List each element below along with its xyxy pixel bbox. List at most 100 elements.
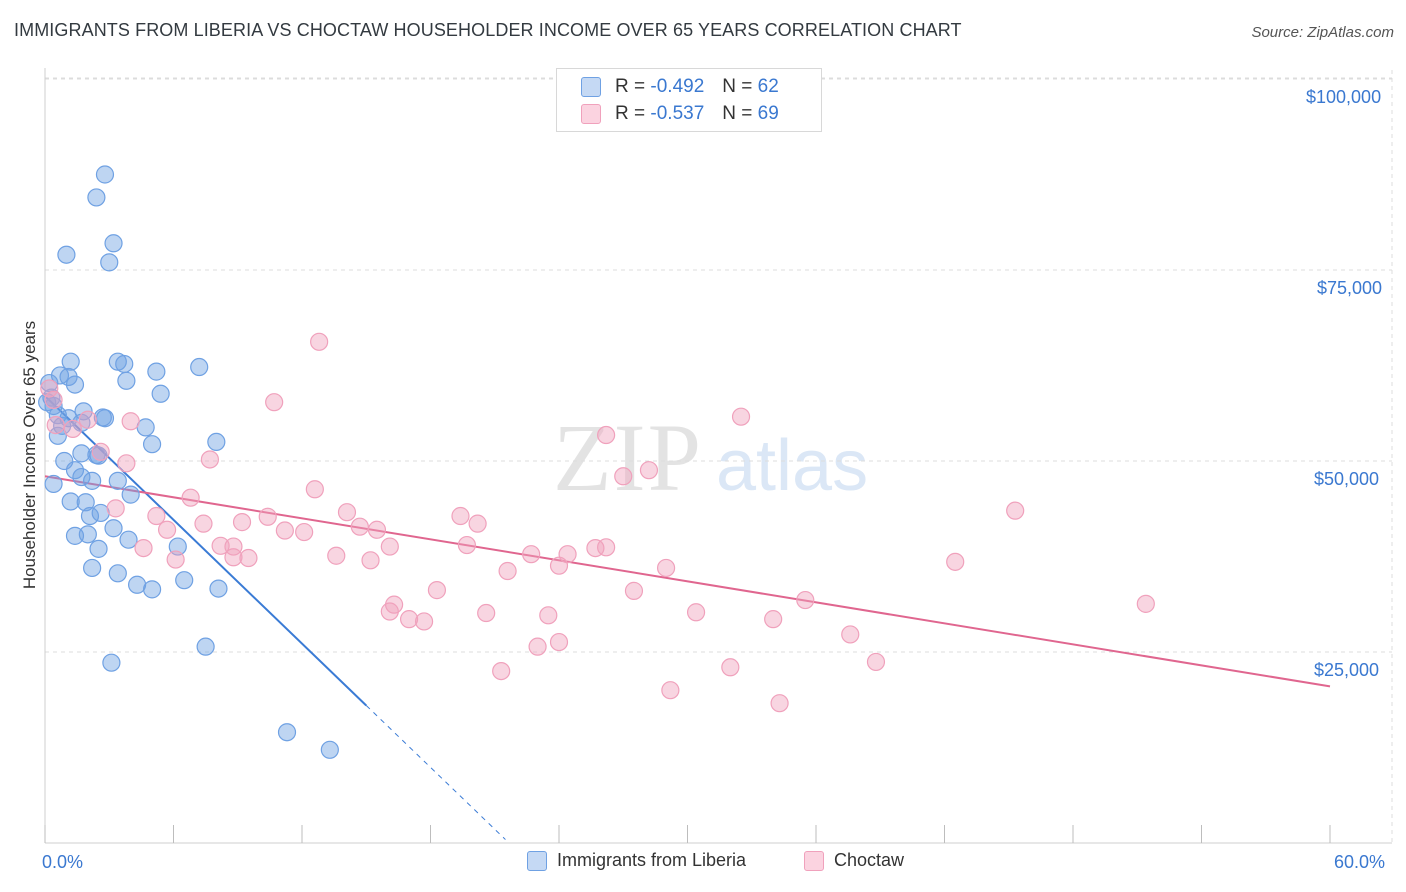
stats-legend: R = -0.492 N = 62 R = -0.537 N = 69 [556, 68, 822, 132]
choctaw-point-44 [166, 550, 185, 569]
choctaw-point-23 [232, 513, 252, 532]
liberia-point-47 [119, 530, 138, 549]
source-label: Source: ZipAtlas.com [1251, 24, 1394, 41]
choctaw-point-61 [841, 625, 860, 644]
liberia-point-4 [100, 253, 119, 272]
choctaw-point-11 [200, 450, 220, 469]
liberia-trend-extension [365, 705, 506, 840]
y-tick-label-75000: $75,000 [1317, 278, 1383, 298]
watermark-atlas: atlas [716, 426, 868, 506]
choctaw-point-0 [310, 332, 329, 351]
liberia-point-51 [108, 564, 127, 583]
choctaw-point-50 [624, 581, 644, 600]
choctaw-legend-swatch [804, 850, 824, 871]
bottom-legend-liberia: Immigrants from Liberia [527, 850, 746, 871]
choctaw-point-10 [91, 442, 110, 461]
liberia-point-30 [72, 444, 91, 463]
choctaw-point-56 [686, 603, 706, 622]
choctaw-point-12 [117, 454, 136, 473]
choctaw-point-34 [380, 537, 399, 556]
choctaw-point-67 [661, 681, 680, 700]
choctaw-point-2 [44, 390, 63, 409]
liberia-point-36 [108, 471, 127, 490]
choctaw-point-55 [477, 603, 496, 623]
liberia-point-40 [61, 492, 80, 511]
liberia-point-2 [104, 234, 123, 253]
liberia-point-53 [127, 575, 147, 594]
choctaw-point-32 [457, 535, 477, 555]
choctaw-point-40 [327, 546, 346, 565]
liberia-point-7 [115, 354, 134, 374]
liberia-point-28 [207, 432, 226, 451]
watermark-zip: ZIP [553, 404, 703, 511]
grid-lines [45, 70, 1393, 843]
choctaw-point-14 [614, 467, 633, 486]
choctaw-point-16 [181, 488, 200, 507]
choctaw-point-18 [1006, 501, 1025, 520]
choctaw-point-25 [468, 514, 487, 533]
liberia-point-18 [44, 396, 63, 416]
choctaw-point-3 [265, 393, 284, 412]
choctaw-point-64 [866, 652, 886, 672]
liberia-point-34 [65, 461, 85, 480]
liberia-r-value: -0.492 [650, 76, 705, 97]
liberia-point-57 [102, 653, 121, 672]
liberia-swatch [581, 77, 601, 97]
choctaw-point-46 [946, 552, 965, 571]
choctaw-point-17 [106, 499, 125, 518]
choctaw-r-value: -0.537 [650, 103, 705, 124]
choctaw-point-66 [492, 661, 511, 681]
liberia-point-42 [80, 506, 100, 526]
choctaw-point-28 [367, 520, 387, 539]
choctaw-point-65 [721, 658, 740, 677]
liberia-point-54 [142, 580, 162, 599]
choctaw-point-13 [639, 461, 659, 480]
watermark: ZIP atlas [553, 404, 868, 511]
liberia-legend-swatch [527, 850, 547, 871]
liberia-point-12 [117, 371, 136, 390]
legend-row-choctaw: R = -0.537 N = 69 [581, 101, 779, 127]
choctaw-point-21 [451, 506, 470, 526]
choctaw-point-57 [539, 606, 558, 625]
n-label: N = [722, 103, 753, 124]
chart-title: IMMIGRANTS FROM LIBERIA VS CHOCTAW HOUSE… [14, 20, 962, 40]
liberia-point-14 [65, 375, 85, 394]
liberia-point-35 [72, 467, 91, 487]
choctaw-point-9 [597, 425, 616, 445]
choctaw-point-63 [528, 637, 547, 656]
choctaw-point-6 [121, 412, 140, 431]
choctaw-point-30 [157, 520, 177, 539]
choctaw-point-52 [1136, 594, 1155, 613]
choctaw-point-26 [350, 517, 369, 536]
choctaw-swatch [581, 104, 601, 124]
liberia-point-1 [87, 188, 106, 207]
bottom-legend-choctaw: Choctaw [804, 850, 904, 871]
liberia-point-37 [83, 471, 102, 490]
choctaw-point-24 [194, 514, 213, 533]
y-tick-label-25000: $25,000 [1314, 660, 1380, 680]
axes [44, 68, 1392, 844]
choctaw-trend-line [44, 475, 1331, 688]
x-tick-label-min: 0.0% [42, 852, 84, 872]
choctaw-point-7 [46, 415, 65, 435]
liberia-point-11 [59, 367, 78, 387]
choctaw-point-4 [731, 407, 751, 426]
liberia-point-58 [277, 723, 297, 742]
series-choctaw-points [40, 332, 1155, 713]
choctaw-point-43 [361, 551, 380, 570]
liberia-point-38 [44, 474, 63, 494]
liberia-point-19 [74, 402, 93, 421]
choctaw-point-58 [764, 610, 783, 629]
choctaw-point-1 [40, 379, 59, 398]
liberia-point-55 [209, 579, 228, 598]
liberia-point-44 [104, 519, 123, 538]
choctaw-point-5 [78, 410, 97, 429]
choctaw-point-60 [414, 612, 434, 631]
choctaw-point-45 [549, 556, 569, 575]
choctaw-point-27 [275, 521, 294, 540]
liberia-point-3 [57, 245, 76, 264]
choctaw-point-37 [586, 538, 605, 558]
choctaw-point-39 [522, 545, 541, 564]
choctaw-point-51 [796, 590, 815, 610]
